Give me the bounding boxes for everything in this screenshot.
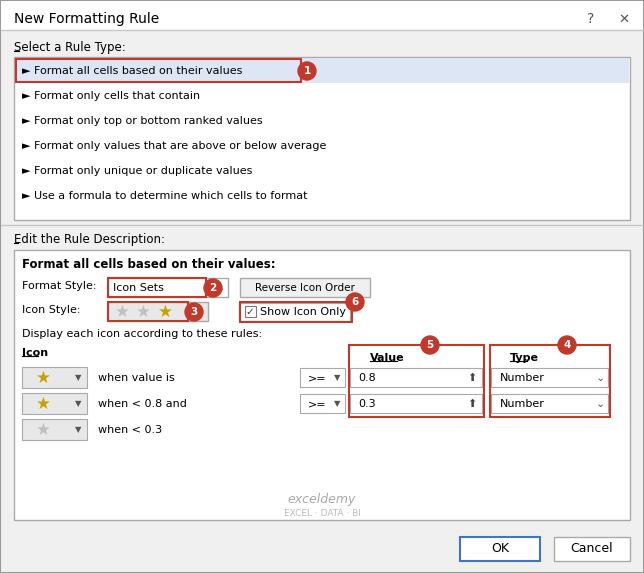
Text: Number: Number [500, 373, 545, 383]
Bar [490, 345, 610, 417]
Text: Cancel: Cancel [571, 543, 613, 555]
Text: ★: ★ [35, 395, 50, 413]
Text: >=: >= [308, 373, 327, 383]
Text: ★: ★ [35, 369, 50, 387]
Text: 1: 1 [303, 66, 310, 76]
Text: ★: ★ [115, 303, 129, 321]
Text: ▼: ▼ [196, 308, 202, 316]
Text: when < 0.8 and: when < 0.8 and [98, 399, 187, 409]
Circle shape [421, 336, 439, 354]
Bar [491, 368, 608, 387]
Text: ★: ★ [136, 303, 151, 321]
Bar [349, 345, 484, 417]
Text: New Formatting Rule: New Formatting Rule [14, 12, 159, 26]
Text: ▼: ▼ [75, 374, 81, 383]
Text: Icon: Icon [22, 348, 48, 358]
Text: Value: Value [370, 353, 404, 363]
Bar [1, 1, 643, 31]
Text: 2: 2 [209, 283, 216, 293]
Text: ★: ★ [35, 421, 50, 439]
Text: ⬆: ⬆ [468, 399, 477, 409]
Text: ► Format all cells based on their values: ► Format all cells based on their values [22, 66, 242, 76]
Bar [16, 59, 301, 82]
Text: ⬆: ⬆ [468, 373, 477, 383]
Bar [108, 302, 188, 321]
Text: ?: ? [587, 12, 594, 26]
Text: 0.8: 0.8 [358, 373, 375, 383]
Text: ▼: ▼ [334, 399, 340, 409]
Text: OK: OK [491, 543, 509, 555]
Bar [14, 250, 630, 520]
Bar [108, 278, 228, 297]
Text: Icon Style:: Icon Style: [22, 305, 80, 315]
Circle shape [185, 303, 203, 321]
Text: 4: 4 [564, 340, 571, 350]
Bar [491, 394, 608, 413]
Text: Edit the Rule Description:: Edit the Rule Description: [14, 234, 165, 246]
Text: ⌄: ⌄ [595, 399, 605, 409]
Circle shape [204, 279, 222, 297]
Text: Type: Type [510, 353, 539, 363]
Bar [240, 302, 352, 322]
Bar [300, 394, 345, 413]
Text: ✕: ✕ [618, 13, 630, 26]
Bar [22, 367, 87, 388]
Bar [350, 394, 482, 413]
Text: when value is: when value is [98, 373, 175, 383]
Text: ⌄: ⌄ [217, 283, 225, 293]
Text: ⌄: ⌄ [595, 373, 605, 383]
Text: Display each icon according to these rules:: Display each icon according to these rul… [22, 329, 262, 339]
Circle shape [558, 336, 576, 354]
Text: ► Format only cells that contain: ► Format only cells that contain [22, 91, 200, 101]
Text: Format all cells based on their values:: Format all cells based on their values: [22, 258, 276, 272]
Bar [14, 57, 630, 220]
Circle shape [298, 62, 316, 80]
Bar [460, 537, 540, 561]
Text: >=: >= [308, 399, 327, 409]
Bar [15, 58, 629, 83]
Text: ► Format only values that are above or below average: ► Format only values that are above or b… [22, 141, 327, 151]
Bar [108, 302, 208, 321]
Text: when < 0.3: when < 0.3 [98, 425, 162, 435]
Text: Show Icon Only: Show Icon Only [260, 307, 346, 317]
Text: ▼: ▼ [75, 426, 81, 434]
Bar [22, 393, 87, 414]
Text: 6: 6 [352, 297, 359, 307]
Bar [108, 278, 206, 297]
Text: Icon Sets: Icon Sets [113, 283, 164, 293]
Text: Format Style:: Format Style: [22, 281, 97, 291]
Text: Reverse Icon Order: Reverse Icon Order [255, 283, 355, 293]
Text: 0.3: 0.3 [358, 399, 375, 409]
Bar [240, 303, 350, 321]
Text: exceldemy: exceldemy [288, 493, 356, 507]
Text: ▼: ▼ [75, 399, 81, 409]
Circle shape [346, 293, 364, 311]
Text: 5: 5 [426, 340, 433, 350]
Bar [240, 278, 370, 297]
Text: 3: 3 [191, 307, 198, 317]
Text: ► Format only top or bottom ranked values: ► Format only top or bottom ranked value… [22, 116, 263, 126]
Bar [300, 368, 345, 387]
Text: Number: Number [500, 399, 545, 409]
Text: ► Use a formula to determine which cells to format: ► Use a formula to determine which cells… [22, 191, 307, 201]
Text: EXCEL · DATA · BI: EXCEL · DATA · BI [283, 509, 361, 519]
Text: ▼: ▼ [334, 374, 340, 383]
Bar [22, 419, 87, 440]
Text: Select a Rule Type:: Select a Rule Type: [14, 41, 126, 54]
Bar [350, 368, 482, 387]
Text: ✓: ✓ [245, 307, 254, 317]
Bar [554, 537, 630, 561]
Text: ► Format only unique or duplicate values: ► Format only unique or duplicate values [22, 166, 252, 176]
Text: ★: ★ [158, 303, 173, 321]
Bar [245, 306, 256, 317]
